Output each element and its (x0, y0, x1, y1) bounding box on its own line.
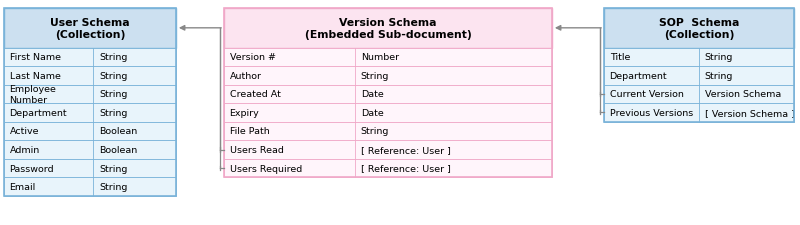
Text: File Path: File Path (230, 127, 270, 136)
Bar (604, 85, 794, 104)
Text: Version #: Version # (230, 53, 275, 62)
Text: [ Version Schema ]: [ Version Schema ] (705, 108, 794, 117)
Bar (4, 104, 176, 122)
Text: Admin: Admin (10, 145, 40, 154)
Text: [ Reference: User ]: [ Reference: User ] (361, 145, 450, 154)
Text: Current Version: Current Version (610, 90, 683, 99)
Text: String: String (705, 72, 733, 81)
Bar (4, 9, 176, 196)
Text: String: String (705, 53, 733, 62)
Text: Boolean: Boolean (99, 127, 138, 136)
Text: Title: Title (610, 53, 630, 62)
Text: Last Name: Last Name (10, 72, 61, 81)
Text: Employee
Number: Employee Number (10, 85, 57, 104)
Text: Author: Author (230, 72, 262, 81)
Text: SOP  Schema
(Collection): SOP Schema (Collection) (659, 18, 739, 39)
Text: Version Schema: Version Schema (705, 90, 781, 99)
Bar (4, 141, 176, 159)
Bar (4, 159, 176, 178)
Text: Department: Department (610, 72, 667, 81)
Text: [ Reference: User ]: [ Reference: User ] (361, 164, 450, 173)
Text: Version Schema
(Embedded Sub-document): Version Schema (Embedded Sub-document) (305, 18, 471, 39)
Bar (4, 67, 176, 85)
Bar (4, 85, 176, 104)
Bar (224, 141, 552, 159)
Text: Users Required: Users Required (230, 164, 302, 173)
Text: Created At: Created At (230, 90, 281, 99)
Bar (224, 159, 552, 178)
Text: Department: Department (10, 108, 67, 117)
Bar (4, 178, 176, 196)
Bar (4, 9, 176, 48)
Text: Email: Email (10, 182, 36, 191)
Text: Date: Date (361, 90, 383, 99)
Text: Active: Active (10, 127, 39, 136)
Bar (224, 9, 552, 178)
Bar (604, 67, 794, 85)
Text: Date: Date (361, 108, 383, 117)
Text: String: String (99, 72, 127, 81)
Text: String: String (99, 90, 127, 99)
Text: Previous Versions: Previous Versions (610, 108, 693, 117)
Bar (224, 104, 552, 122)
Text: String: String (99, 182, 127, 191)
Text: String: String (99, 164, 127, 173)
Bar (224, 67, 552, 85)
Bar (224, 85, 552, 104)
Bar (224, 48, 552, 67)
Bar (604, 9, 794, 122)
Text: Boolean: Boolean (99, 145, 138, 154)
Text: String: String (361, 72, 389, 81)
Text: Password: Password (10, 164, 54, 173)
Text: First Name: First Name (10, 53, 61, 62)
Text: Expiry: Expiry (230, 108, 259, 117)
Bar (4, 48, 176, 67)
Bar (604, 9, 794, 48)
Text: String: String (361, 127, 389, 136)
Text: Number: Number (361, 53, 399, 62)
Text: String: String (99, 53, 127, 62)
Bar (4, 122, 176, 141)
Bar (604, 48, 794, 67)
Bar (224, 122, 552, 141)
Bar (224, 9, 552, 48)
Text: String: String (99, 108, 127, 117)
Bar (604, 104, 794, 122)
Text: Users Read: Users Read (230, 145, 283, 154)
Text: User Schema
(Collection): User Schema (Collection) (50, 18, 130, 39)
